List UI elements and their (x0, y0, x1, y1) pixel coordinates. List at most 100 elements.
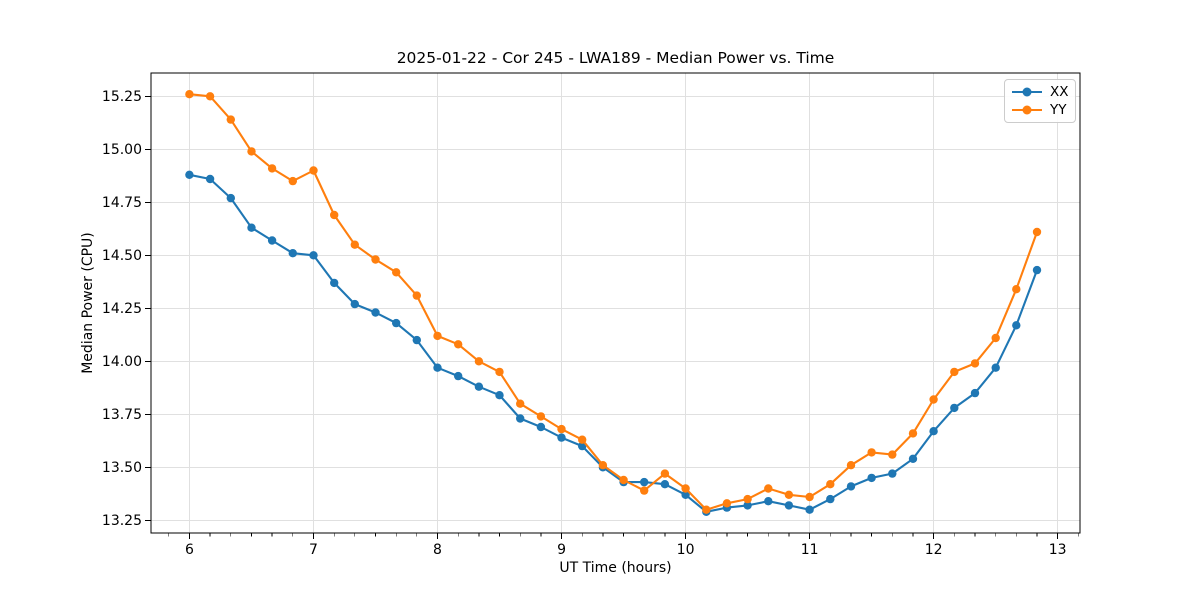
series-xx-marker (495, 391, 504, 400)
series-yy-marker (454, 340, 463, 349)
series-yy-marker (660, 469, 670, 478)
legend-marker-icon (1022, 87, 1032, 97)
series-yy-marker (784, 490, 794, 499)
series-xx-marker (267, 236, 277, 245)
series-xx-marker (826, 494, 835, 504)
plot-border (150, 72, 1081, 534)
y-tick-label: 15.00 (102, 142, 142, 158)
series-xx-marker (929, 427, 938, 436)
series-xx-marker (950, 403, 959, 413)
legend-marker-icon (1022, 105, 1032, 115)
series-yy-marker (619, 475, 628, 485)
legend: XX YY (1004, 79, 1076, 123)
series-yy-marker (888, 450, 897, 459)
series-xx-marker (247, 223, 256, 232)
series-xx-marker (867, 473, 876, 483)
y-tick-label: 13.75 (102, 407, 142, 423)
series-xx-marker (660, 480, 670, 489)
series-yy-marker (309, 166, 318, 175)
series-xx-marker (640, 477, 649, 487)
y-tick-label: 14.50 (102, 248, 142, 264)
series-xx-marker (226, 193, 235, 203)
legend-line-sample-xx (1012, 87, 1042, 97)
series-yy-marker (392, 268, 401, 277)
series-yy-marker (205, 92, 215, 101)
series-yy-line (188, 93, 1039, 511)
series-xx-marker (1012, 321, 1021, 330)
series-yy-marker (826, 480, 835, 489)
series-yy-marker (433, 331, 442, 341)
series-xx-marker (846, 482, 856, 491)
series-xx-line (188, 173, 1039, 513)
series-xx-marker (764, 497, 773, 506)
series-yy-marker (722, 499, 732, 508)
series-xx-marker (474, 382, 484, 391)
series-xx-marker (309, 251, 318, 260)
series-yy-marker (1032, 227, 1042, 237)
series-yy-marker (702, 505, 711, 514)
series-xx-marker (454, 371, 463, 381)
legend-line-sample-yy (1012, 105, 1042, 115)
y-tick-label: 14.75 (102, 195, 142, 211)
series-yy-marker (764, 484, 773, 493)
series-yy-marker (743, 494, 752, 504)
series-yy-marker (516, 399, 525, 408)
series-yy-marker (970, 359, 980, 368)
series-xx-marker (888, 469, 897, 478)
series-xx-marker (784, 501, 794, 510)
series-yy-marker (991, 333, 1000, 343)
series-xx-marker (433, 363, 442, 372)
series-yy-marker (474, 357, 484, 366)
series-yy-marker (867, 448, 876, 457)
series-yy-marker (536, 412, 546, 421)
series-yy-marker (330, 210, 339, 220)
series-xx-marker (536, 422, 546, 432)
series-yy-marker (226, 115, 235, 124)
series-xx-marker (805, 505, 814, 514)
x-tick-label: 9 (557, 542, 566, 558)
series-xx-marker (557, 433, 566, 442)
series-yy-marker (640, 486, 649, 495)
x-tick-label: 12 (925, 542, 943, 558)
series-xx-marker (350, 299, 359, 309)
series-yy-marker (908, 429, 918, 438)
series-xx-marker (908, 454, 918, 463)
y-tick-label: 13.25 (102, 513, 142, 529)
series-yy-marker (412, 291, 421, 300)
series-yy-marker (805, 492, 814, 502)
series-yy-marker (557, 424, 566, 434)
series-xx-marker (412, 335, 421, 345)
series-xx-marker (392, 318, 401, 328)
series-xx-marker (1032, 265, 1042, 275)
x-tick-label: 10 (677, 542, 695, 558)
series-yy-marker (371, 255, 380, 264)
series-xx-marker (970, 388, 980, 398)
y-tick-label: 15.25 (102, 89, 142, 105)
x-axis-label: UT Time (hours) (559, 560, 672, 576)
series-xx-marker (516, 414, 525, 423)
series-yy-marker (267, 164, 277, 173)
legend-item-yy: YY (1012, 101, 1068, 119)
x-tick-label: 6 (185, 542, 194, 558)
series-yy-marker (350, 240, 359, 249)
legend-label: XX (1050, 84, 1069, 100)
x-tick-label: 7 (309, 542, 318, 558)
series-yy-marker (288, 176, 297, 186)
series-xx-marker (743, 501, 752, 510)
series-xx-marker (205, 174, 215, 184)
series-xx-marker (371, 308, 380, 317)
y-axis-label: Median Power (CPU) (80, 232, 96, 374)
series-xx-marker (330, 278, 339, 288)
legend-label: YY (1050, 102, 1067, 118)
series-yy-marker (598, 461, 608, 470)
series-xx-marker (185, 170, 194, 179)
series-yy-marker (846, 461, 856, 470)
x-tick-label: 8 (433, 542, 442, 558)
series-yy-marker (681, 484, 690, 493)
x-tick-label: 13 (1049, 542, 1067, 558)
series-xx-marker (681, 490, 690, 499)
series-yy-marker (185, 90, 194, 99)
y-tick-label: 14.25 (102, 301, 142, 317)
